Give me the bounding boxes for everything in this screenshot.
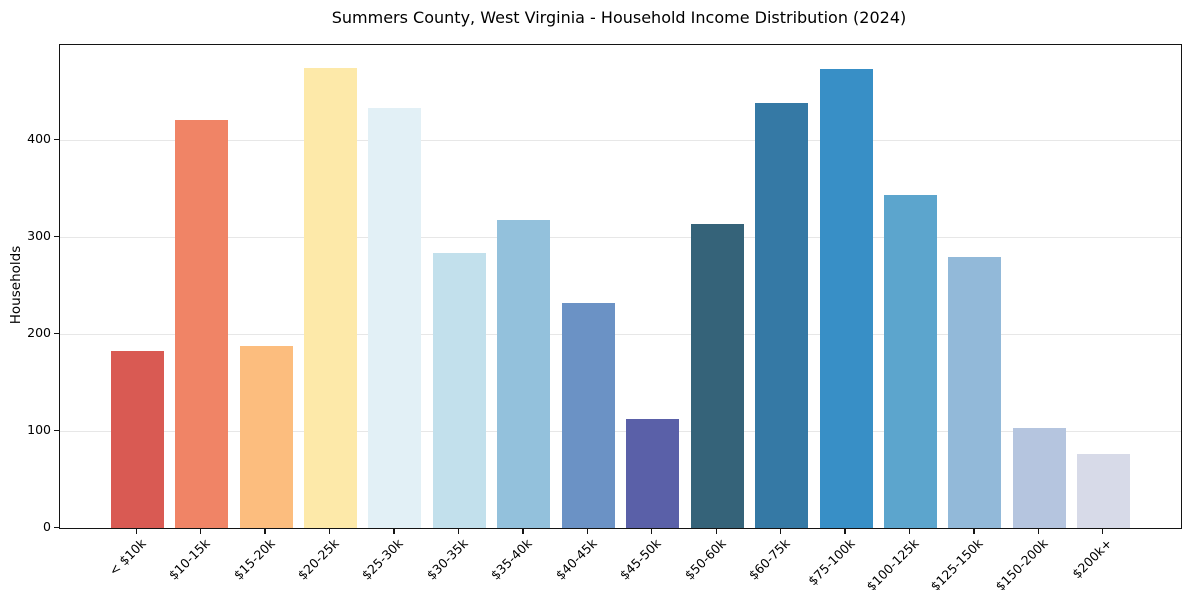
x-tick-label: $35-40k xyxy=(488,535,536,583)
x-tick-mark xyxy=(522,528,524,534)
bar-100-125k xyxy=(883,195,937,528)
x-tick-label: $125-150k xyxy=(927,535,987,590)
x-tick-label: $30-35k xyxy=(423,535,471,583)
x-tick-mark xyxy=(1037,528,1040,534)
x-tick-label: $200k+ xyxy=(1069,535,1115,582)
x-tick-label: $150-200k xyxy=(992,535,1051,590)
y-tick-label-300: 300 xyxy=(27,228,51,244)
bar-45-50k xyxy=(626,419,680,528)
bar-10k xyxy=(110,350,164,528)
x-tick-label: $45-50k xyxy=(616,535,664,583)
x-tick-label: $40-45k xyxy=(552,535,600,583)
x-tick-mark xyxy=(135,528,137,534)
bar-30-35k xyxy=(432,252,486,528)
bar-10-15k xyxy=(175,119,229,528)
bar-20-25k xyxy=(304,68,358,528)
gridline-y-100 xyxy=(60,430,1181,432)
bar-40-45k xyxy=(561,303,615,528)
x-tick-mark xyxy=(200,528,202,534)
y-axis-label: Households xyxy=(8,245,24,325)
x-tick-mark xyxy=(844,528,846,534)
gridline-y-300 xyxy=(60,236,1181,238)
x-tick-label: $60-75k xyxy=(745,535,793,583)
x-tick-label: $15-20k xyxy=(230,535,278,583)
x-tick-mark xyxy=(779,528,782,534)
bar-75-100k xyxy=(819,69,873,528)
x-tick-mark xyxy=(1102,528,1104,534)
x-tick-label: $75-100k xyxy=(804,535,858,589)
x-tick-mark xyxy=(908,528,911,534)
x-tick-mark xyxy=(715,528,717,534)
chart-title: Summers County, West Virginia - Househol… xyxy=(331,8,907,27)
y-tick-label-0: 0 xyxy=(43,519,51,534)
x-tick-mark xyxy=(264,528,266,534)
bar-25-30k xyxy=(368,108,422,528)
bar-125-150k xyxy=(948,257,1002,528)
x-tick-mark xyxy=(651,528,653,534)
x-tick-mark xyxy=(973,528,975,534)
x-tick-label: $50-60k xyxy=(681,535,729,583)
x-tick-mark xyxy=(393,528,395,534)
bar-60-75k xyxy=(755,103,809,528)
y-tick-mark-0 xyxy=(54,527,59,529)
bar-150-200k xyxy=(1012,428,1066,528)
x-tick-mark xyxy=(457,528,460,534)
y-tick-label-200: 200 xyxy=(27,325,51,341)
gridline-y-200 xyxy=(60,333,1181,335)
y-tick-mark-400 xyxy=(54,139,59,141)
x-tick-label: $20-25k xyxy=(294,535,342,583)
y-tick-mark-100 xyxy=(54,430,59,432)
bar-50-60k xyxy=(690,223,744,528)
y-tick-label-100: 100 xyxy=(27,422,51,437)
bar-15-20k xyxy=(239,345,293,528)
x-tick-label: $100-125k xyxy=(863,535,922,590)
y-tick-label-400: 400 xyxy=(27,131,51,147)
x-tick-mark xyxy=(586,528,588,534)
x-tick-mark xyxy=(328,528,331,534)
x-tick-label: < $10k xyxy=(105,535,149,579)
y-tick-mark-200 xyxy=(54,333,59,335)
x-tick-label: $25-30k xyxy=(359,535,407,583)
x-tick-label: $10-15k xyxy=(165,535,213,583)
bar-35-40k xyxy=(497,219,551,528)
y-tick-mark-300 xyxy=(54,236,59,238)
gridline-y-400 xyxy=(60,139,1181,141)
bar-200k xyxy=(1077,454,1131,528)
plot-area xyxy=(59,44,1182,529)
